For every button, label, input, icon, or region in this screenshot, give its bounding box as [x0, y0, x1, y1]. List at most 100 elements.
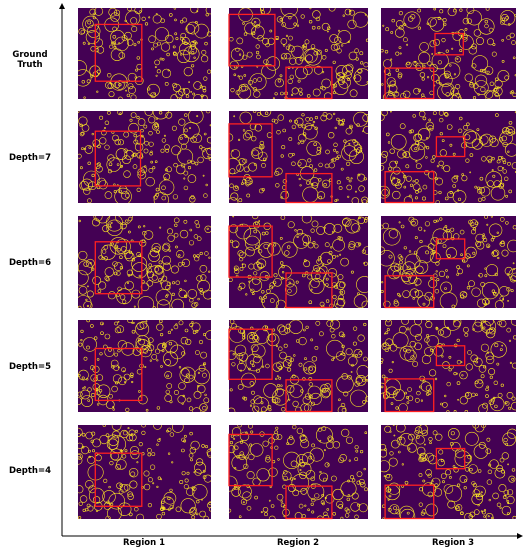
- particle-circle: [116, 325, 125, 334]
- particle-circle: [242, 22, 245, 25]
- particle-circle: [442, 244, 447, 249]
- panel-depth-5-region-2: [228, 320, 368, 413]
- particle-circle: [257, 249, 263, 254]
- particle-circle: [101, 249, 107, 254]
- particle-circle: [446, 229, 450, 233]
- particle-circle: [127, 320, 133, 324]
- particle-circle: [398, 325, 407, 334]
- particle-circle: [381, 374, 386, 379]
- particle-circle: [499, 348, 503, 352]
- particle-circle: [475, 360, 479, 364]
- particle-circle: [341, 145, 357, 161]
- particle-circle: [237, 85, 252, 99]
- particle-circle: [418, 473, 423, 477]
- particle-circle: [162, 262, 171, 271]
- particle-circle: [232, 353, 236, 356]
- particle-circle: [346, 184, 353, 191]
- particle-circle: [505, 15, 509, 20]
- particle-circle: [78, 485, 84, 494]
- particle-circle: [444, 225, 448, 228]
- particle-circle: [155, 187, 160, 192]
- particle-circle: [438, 160, 444, 167]
- particle-circle: [386, 93, 396, 99]
- particle-circle: [348, 9, 352, 13]
- particle-circle: [480, 86, 486, 93]
- particle-circle: [313, 168, 318, 172]
- particle-circle: [319, 472, 329, 482]
- particle-circle: [241, 263, 244, 266]
- particle-circle: [485, 243, 491, 249]
- particle-circle: [450, 87, 459, 97]
- particle-circle: [260, 145, 264, 149]
- particle-circle: [322, 112, 328, 117]
- particle-circle: [101, 129, 107, 136]
- particle-circle: [253, 355, 261, 364]
- particle-circle: [114, 327, 121, 334]
- particle-circle: [170, 265, 179, 274]
- particle-circle: [492, 492, 499, 500]
- particle-circle: [160, 507, 164, 512]
- particle-circle: [280, 384, 283, 387]
- particle-circle: [298, 87, 303, 92]
- particle-circle: [485, 264, 498, 277]
- particle-circle: [384, 320, 393, 327]
- particle-circle: [490, 396, 505, 412]
- particle-circle: [362, 378, 366, 382]
- particle-circle: [258, 188, 264, 194]
- particle-circle: [183, 434, 187, 438]
- particle-circle: [501, 14, 509, 22]
- particle-circle: [234, 185, 238, 189]
- particle-circle: [500, 242, 503, 245]
- particle-circle: [265, 363, 270, 369]
- particle-circle: [404, 253, 421, 270]
- particle-circle: [271, 118, 276, 123]
- particle-circle: [471, 392, 476, 397]
- particle-circle: [340, 167, 344, 171]
- particle-circle: [119, 483, 123, 488]
- particle-circle: [448, 355, 452, 359]
- particle-circle: [133, 305, 136, 308]
- particle-circle: [346, 176, 350, 180]
- particle-circle: [296, 229, 304, 236]
- particle-circle: [95, 509, 99, 513]
- particle-circle: [184, 478, 189, 483]
- particle-circle: [398, 403, 408, 412]
- particle-circle: [172, 194, 178, 200]
- particle-circle: [324, 48, 328, 52]
- particle-circle: [393, 434, 396, 437]
- particle-circle: [511, 272, 516, 281]
- particle-circle: [109, 44, 114, 49]
- particle-circle: [333, 148, 337, 152]
- particle-circle: [116, 482, 123, 489]
- particle-circle: [491, 289, 496, 293]
- particle-circle: [85, 30, 100, 45]
- particle-circle: [351, 492, 359, 500]
- particle-circle: [188, 81, 191, 84]
- particle-circle: [343, 139, 361, 157]
- particle-circle: [134, 142, 144, 152]
- particle-circle: [206, 227, 209, 230]
- particle-circle: [492, 235, 496, 239]
- particle-circle: [152, 273, 155, 276]
- particle-circle: [97, 281, 107, 290]
- particle-circle: [419, 455, 425, 460]
- particle-circle: [325, 299, 330, 303]
- particle-circle: [314, 65, 323, 75]
- particle-circle: [78, 219, 82, 223]
- particle-circle: [324, 242, 330, 248]
- particle-circle: [404, 391, 408, 395]
- particle-circle: [389, 343, 398, 352]
- particle-circle: [353, 111, 368, 127]
- particle-circle: [249, 73, 267, 91]
- particle-circle: [239, 266, 244, 271]
- particle-circle: [330, 320, 333, 322]
- particle-circle: [155, 192, 160, 197]
- particle-circle: [144, 365, 147, 368]
- particle-circle: [349, 475, 354, 480]
- particle-circle: [199, 403, 208, 412]
- particle-circle: [430, 236, 440, 246]
- particle-circle: [136, 322, 145, 330]
- particle-circle: [279, 351, 287, 360]
- particle-circle: [430, 276, 433, 280]
- particle-circle: [180, 336, 189, 345]
